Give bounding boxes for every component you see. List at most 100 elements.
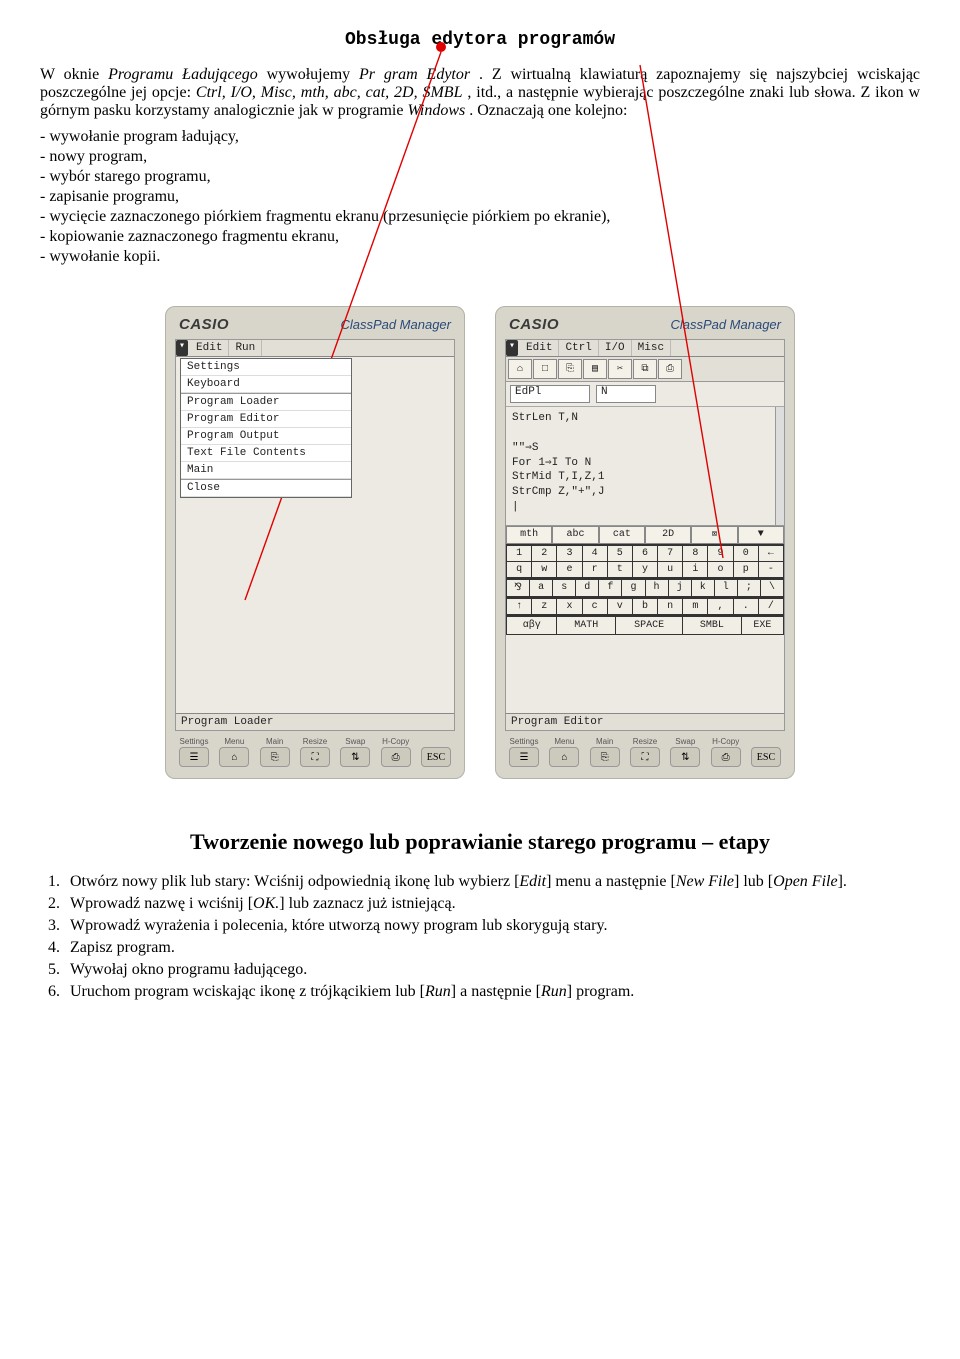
menu-ctrl[interactable]: Ctrl bbox=[559, 340, 598, 356]
kb-cat-cat[interactable]: cat bbox=[599, 526, 645, 544]
key[interactable]: f bbox=[599, 580, 621, 596]
dropdown-item-keyboard[interactable]: Keyboard bbox=[181, 376, 351, 393]
key[interactable]: 1 bbox=[507, 546, 531, 561]
kb-cat-2d[interactable]: 2D bbox=[645, 526, 691, 544]
hw-button-hcopy[interactable]: ⎙ bbox=[711, 747, 741, 767]
hw-button-swap[interactable]: ⇅ bbox=[670, 747, 700, 767]
key[interactable]: k bbox=[692, 580, 714, 596]
dropdown-item-textfile[interactable]: Text File Contents bbox=[181, 445, 351, 462]
toolbar-cut-icon[interactable]: ✂ bbox=[608, 359, 632, 379]
key-backspace[interactable]: ← bbox=[759, 546, 783, 561]
dropdown-menu[interactable]: Settings Keyboard Program Loader Program… bbox=[180, 358, 352, 498]
toolbar-save-icon[interactable]: ▤ bbox=[583, 359, 607, 379]
key[interactable]: t bbox=[608, 562, 632, 577]
key-alpha[interactable]: αβγ bbox=[507, 617, 556, 634]
hw-button-menu[interactable]: ⌂ bbox=[549, 747, 579, 767]
dropdown-item-settings[interactable]: Settings bbox=[181, 359, 351, 376]
key[interactable]: l bbox=[715, 580, 737, 596]
key[interactable]: . bbox=[734, 599, 758, 614]
key[interactable]: a bbox=[530, 580, 552, 596]
key[interactable]: g bbox=[622, 580, 644, 596]
key[interactable]: 5 bbox=[608, 546, 632, 561]
menu-run[interactable]: Run bbox=[229, 340, 262, 356]
dropdown-item-main[interactable]: Main bbox=[181, 462, 351, 479]
key[interactable]: 9 bbox=[708, 546, 732, 561]
key[interactable]: 2 bbox=[532, 546, 556, 561]
key[interactable]: x bbox=[557, 599, 581, 614]
key[interactable]: w bbox=[532, 562, 556, 577]
key[interactable]: , bbox=[708, 599, 732, 614]
program-name-field[interactable]: EdPl bbox=[510, 385, 590, 403]
kb-cat-mth[interactable]: mth bbox=[506, 526, 552, 544]
hw-button-swap[interactable]: ⇅ bbox=[340, 747, 370, 767]
hw-button-esc[interactable]: ESC bbox=[751, 747, 781, 767]
key-math[interactable]: MATH bbox=[557, 617, 615, 634]
scrollbar[interactable] bbox=[775, 407, 784, 525]
menu-misc[interactable]: Misc bbox=[632, 340, 671, 356]
toolbar-loader-icon[interactable]: ⌂ bbox=[508, 359, 532, 379]
key[interactable]: m bbox=[683, 599, 707, 614]
toolbar-open-icon[interactable]: ⎘ bbox=[558, 359, 582, 379]
key[interactable]: j bbox=[669, 580, 691, 596]
dropdown-item-output[interactable]: Program Output bbox=[181, 428, 351, 445]
program-param-field[interactable]: N bbox=[596, 385, 656, 403]
hw-button-settings[interactable]: ☰ bbox=[509, 747, 539, 767]
key[interactable]: ⅋ bbox=[507, 580, 529, 596]
menu-edit[interactable]: Edit bbox=[190, 340, 229, 356]
toolbar-copy-icon[interactable]: ⧉ bbox=[633, 359, 657, 379]
key[interactable]: e bbox=[557, 562, 581, 577]
key-exe[interactable]: EXE bbox=[742, 617, 783, 634]
dropdown-item-loader[interactable]: Program Loader bbox=[181, 394, 351, 411]
key[interactable]: z bbox=[532, 599, 556, 614]
kb-cat-del[interactable]: ⌧ bbox=[691, 526, 737, 544]
menu-icon[interactable]: ▾ bbox=[176, 340, 188, 356]
hw-button-resize[interactable]: ⛶ bbox=[300, 747, 330, 767]
key[interactable]: \ bbox=[761, 580, 783, 596]
hw-button-main[interactable]: ⎘ bbox=[260, 747, 290, 767]
hw-button-resize[interactable]: ⛶ bbox=[630, 747, 660, 767]
hw-button-settings[interactable]: ☰ bbox=[179, 747, 209, 767]
toolbar-paste-icon[interactable]: ⎙ bbox=[658, 359, 682, 379]
menu-edit[interactable]: Edit bbox=[520, 340, 559, 356]
key[interactable]: 8 bbox=[683, 546, 707, 561]
key[interactable]: 3 bbox=[557, 546, 581, 561]
key[interactable]: v bbox=[608, 599, 632, 614]
key-space[interactable]: SPACE bbox=[616, 617, 682, 634]
hw-button-hcopy[interactable]: ⎙ bbox=[381, 747, 411, 767]
key[interactable]: q bbox=[507, 562, 531, 577]
key[interactable]: s bbox=[553, 580, 575, 596]
key[interactable]: i bbox=[683, 562, 707, 577]
key-smbl[interactable]: SMBL bbox=[683, 617, 741, 634]
key[interactable]: c bbox=[583, 599, 607, 614]
key[interactable]: h bbox=[646, 580, 668, 596]
key[interactable]: ; bbox=[738, 580, 760, 596]
key[interactable]: n bbox=[658, 599, 682, 614]
hw-button-main[interactable]: ⎘ bbox=[590, 747, 620, 767]
menu-io[interactable]: I/O bbox=[599, 340, 632, 356]
hw-button-menu[interactable]: ⌂ bbox=[219, 747, 249, 767]
key[interactable]: / bbox=[759, 599, 783, 614]
key[interactable]: o bbox=[708, 562, 732, 577]
kb-cat-abc[interactable]: abc bbox=[552, 526, 598, 544]
key[interactable]: r bbox=[583, 562, 607, 577]
key[interactable]: u bbox=[658, 562, 682, 577]
key-shift[interactable]: ↑ bbox=[507, 599, 531, 614]
dropdown-item-close[interactable]: Close bbox=[181, 480, 351, 497]
key[interactable]: p bbox=[734, 562, 758, 577]
dropdown-item-editor[interactable]: Program Editor bbox=[181, 411, 351, 428]
key[interactable]: - bbox=[759, 562, 783, 577]
toolbar-new-icon[interactable]: □ bbox=[533, 359, 557, 379]
hw-button-esc[interactable]: ESC bbox=[421, 747, 451, 767]
key[interactable]: b bbox=[633, 599, 657, 614]
key[interactable]: d bbox=[576, 580, 598, 596]
key[interactable]: 6 bbox=[633, 546, 657, 561]
kb-cat-down[interactable]: ▼ bbox=[738, 526, 784, 544]
code-editor[interactable]: StrLen T,N ""⇒S For 1⇒I To N StrMid T,I,… bbox=[506, 407, 784, 525]
menubar-left[interactable]: ▾ Edit Run bbox=[176, 340, 454, 357]
menu-icon[interactable]: ▾ bbox=[506, 340, 518, 356]
key[interactable]: 4 bbox=[583, 546, 607, 561]
key[interactable]: 0 bbox=[734, 546, 758, 561]
menubar-right[interactable]: ▾ Edit Ctrl I/O Misc bbox=[506, 340, 784, 357]
key[interactable]: y bbox=[633, 562, 657, 577]
key[interactable]: 7 bbox=[658, 546, 682, 561]
